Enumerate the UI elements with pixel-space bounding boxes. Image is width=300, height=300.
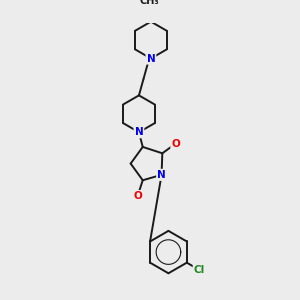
Text: N: N [135, 127, 143, 137]
Text: O: O [133, 191, 142, 201]
Text: N: N [157, 170, 166, 180]
Text: N: N [146, 53, 155, 64]
Text: O: O [171, 139, 180, 148]
Text: Cl: Cl [194, 265, 205, 275]
Text: CH₃: CH₃ [139, 0, 159, 6]
